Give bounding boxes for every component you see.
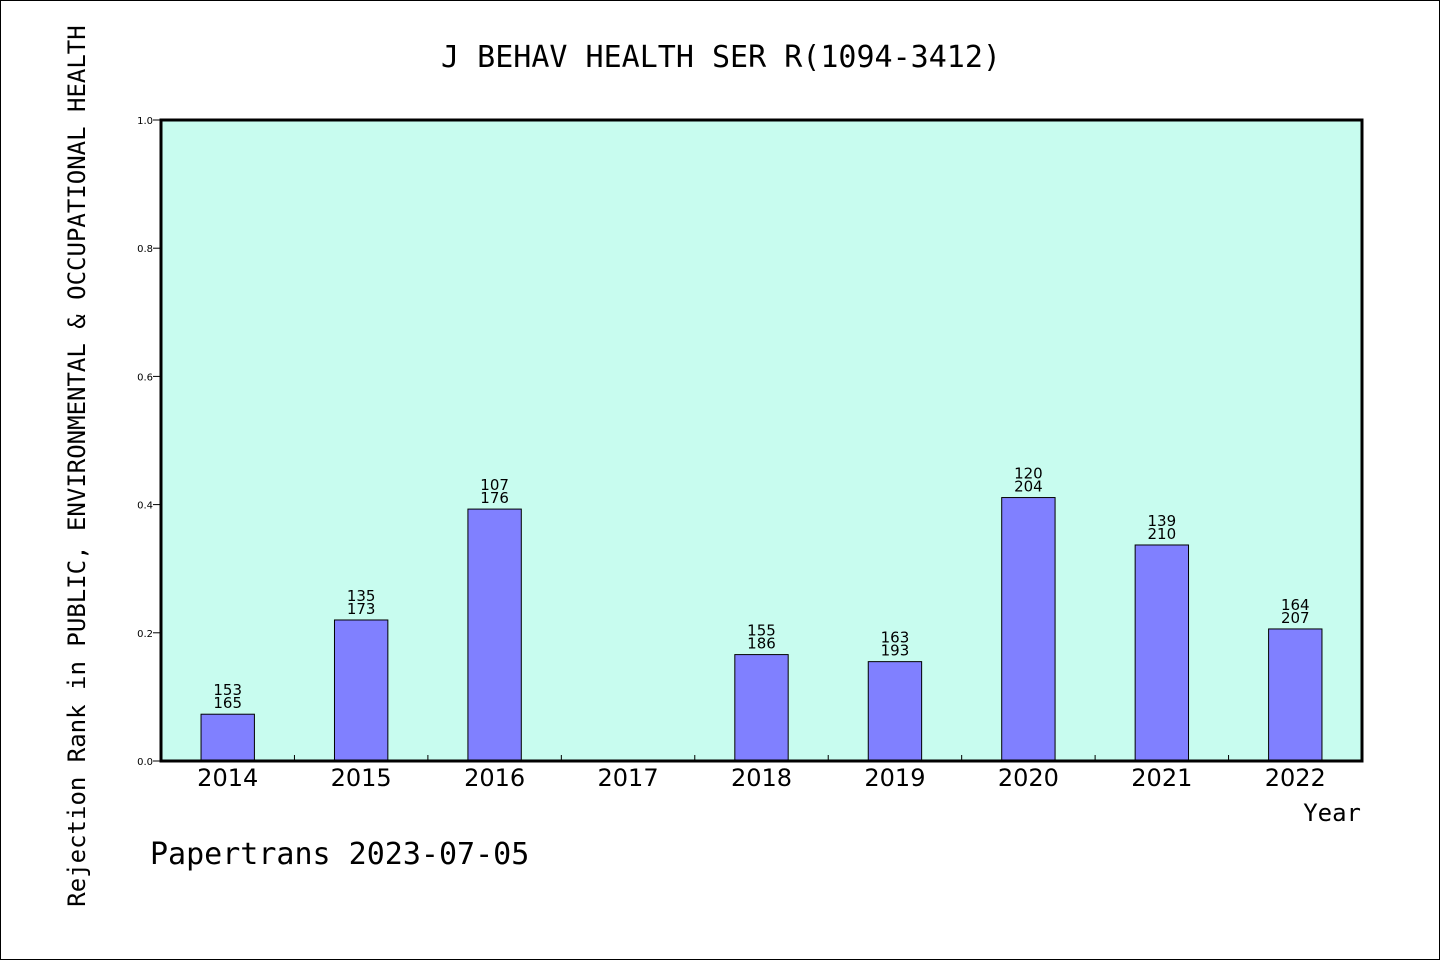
x-tick-label: 2022 bbox=[1265, 764, 1326, 792]
y-tick-label: 0.0 bbox=[137, 757, 153, 768]
x-tick-label: 2015 bbox=[331, 764, 392, 792]
x-tick-label: 2018 bbox=[731, 764, 792, 792]
y-axis-ticks: 0.0 0.2 0.4 0.6 0.8 1.0 bbox=[137, 116, 161, 768]
bar-label-bottom: 173 bbox=[347, 600, 376, 618]
bar-label-top: 164 bbox=[1281, 596, 1310, 614]
x-axis-ticks: 2014 2015 2016 2017 2018 2019 2020 2021 2022 bbox=[197, 755, 1326, 792]
bar-label-bottom: 165 bbox=[213, 694, 242, 712]
bar-label-bottom: 210 bbox=[1148, 525, 1177, 543]
bar-2020 bbox=[1001, 497, 1056, 762]
bar-label-top: 120 bbox=[1014, 465, 1043, 483]
bar-label-bottom: 207 bbox=[1281, 609, 1310, 627]
plot-border bbox=[159, 118, 1364, 763]
bar-label-bottom: 204 bbox=[1014, 478, 1043, 496]
bar-label-top: 153 bbox=[213, 681, 242, 699]
x-axis-label: Year bbox=[1303, 799, 1361, 827]
bar-2019 bbox=[867, 661, 923, 762]
x-tick-label: 2014 bbox=[197, 764, 258, 792]
y-tick-label: 1.0 bbox=[137, 116, 153, 127]
bar-2016 bbox=[467, 508, 522, 762]
y-tick-label: 0.4 bbox=[137, 501, 153, 512]
x-tick-label: 2020 bbox=[998, 764, 1059, 792]
bar-2014 bbox=[200, 713, 255, 762]
bar-2018 bbox=[734, 654, 789, 762]
x-tick-label: 2016 bbox=[464, 764, 525, 792]
x-tick-label: 2019 bbox=[864, 764, 925, 792]
bar-2021 bbox=[1134, 544, 1190, 762]
footer-credit: Papertrans 2023-07-05 bbox=[150, 837, 529, 872]
bar-label-top: 155 bbox=[747, 622, 776, 640]
bar-2022 bbox=[1268, 628, 1323, 762]
y-tick-label: 0.6 bbox=[137, 372, 153, 383]
chart-title: J BEHAV HEALTH SER R(1094-3412) bbox=[441, 40, 1001, 75]
y-tick-label: 0.2 bbox=[137, 629, 153, 640]
x-tick-label: 2017 bbox=[598, 764, 659, 792]
bar-label-bottom: 176 bbox=[480, 489, 509, 507]
bar-label-top: 163 bbox=[881, 629, 910, 647]
bar-label-top: 139 bbox=[1148, 512, 1177, 530]
bar-label-top: 107 bbox=[480, 476, 509, 494]
y-axis-label: Rejection Rank in PUBLIC, ENVIRONMENTAL … bbox=[63, 25, 91, 906]
bar-label-bottom: 193 bbox=[881, 642, 910, 660]
x-tick-label: 2021 bbox=[1131, 764, 1192, 792]
y-tick-label: 0.8 bbox=[137, 244, 153, 255]
bar-label-bottom: 186 bbox=[747, 635, 776, 653]
bar-2015 bbox=[333, 619, 389, 762]
bar-label-top: 135 bbox=[347, 587, 376, 605]
